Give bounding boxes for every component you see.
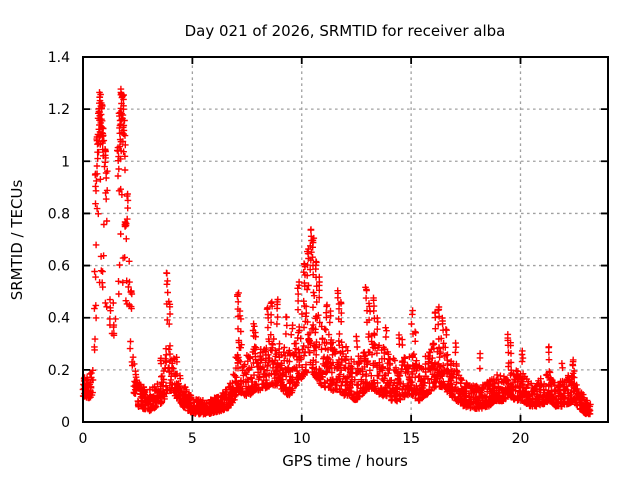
y-tick-label: 0.8 bbox=[48, 206, 70, 222]
plot-border bbox=[82, 56, 609, 423]
gridlines bbox=[83, 57, 608, 422]
y-tick-label: 0.6 bbox=[48, 259, 70, 275]
scatter-points bbox=[79, 85, 594, 418]
x-tick-label: 10 bbox=[293, 431, 311, 447]
y-tick-label: 1.4 bbox=[48, 50, 70, 66]
y-tick-label: 1.2 bbox=[48, 102, 70, 118]
x-tick-label: 15 bbox=[402, 431, 420, 447]
y-tick-label: 0 bbox=[61, 415, 70, 431]
y-axis-label: SRMTID / TECUs bbox=[8, 180, 26, 301]
x-axis-label: GPS time / hours bbox=[282, 452, 408, 470]
y-tick-label: 1 bbox=[61, 154, 70, 170]
x-tick-labels: 0 5 10 15 20 bbox=[79, 431, 530, 447]
y-tick-labels: 0 0.2 0.4 0.6 0.8 1 1.2 1.4 bbox=[48, 50, 70, 431]
x-tick-label: 20 bbox=[512, 431, 530, 447]
x-tick-label: 5 bbox=[188, 431, 197, 447]
y-tick-label: 0.4 bbox=[48, 311, 70, 327]
y-tick-label: 0.2 bbox=[48, 363, 70, 379]
chart-title: Day 021 of 2026, SRMTID for receiver alb… bbox=[185, 22, 506, 40]
x-tick-label: 0 bbox=[79, 431, 88, 447]
